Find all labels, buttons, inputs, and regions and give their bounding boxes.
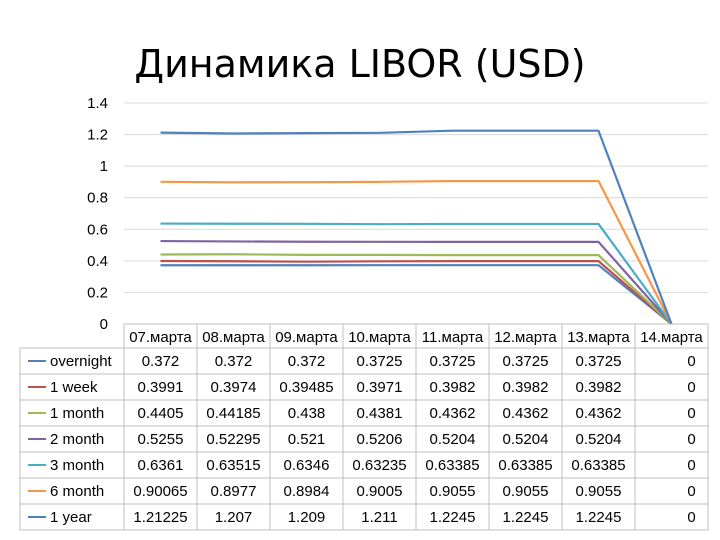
data-cell: 0.5206 [357, 431, 403, 448]
data-cell: 0 [687, 431, 695, 448]
y-tick-label: 0.8 [87, 190, 108, 207]
data-cell: 0.3725 [430, 353, 476, 370]
series-lines [160, 129, 673, 325]
series-line-2-month [160, 239, 673, 325]
data-cell: 0.438 [288, 405, 326, 422]
data-cell: 0.63235 [352, 457, 406, 474]
category-label: 09.марта [275, 329, 338, 346]
data-cell: 1.211 [361, 509, 397, 526]
data-cell: 0.4405 [138, 405, 184, 422]
y-tick-label: 1.4 [87, 95, 108, 112]
category-label: 07.марта [129, 329, 192, 346]
y-tick-label: 0.2 [87, 284, 108, 301]
data-cell: 0.372 [142, 353, 180, 370]
category-label: 14.марта [640, 329, 703, 346]
data-cell: 0.3991 [138, 379, 184, 396]
data-cell: 1.21225 [133, 509, 187, 526]
data-cell: 0.63385 [571, 457, 625, 474]
data-cell: 0.9055 [430, 483, 476, 500]
data-cell: 0.372 [288, 353, 326, 370]
data-cell: 0.8984 [284, 483, 330, 500]
data-cell: 0.5255 [138, 431, 184, 448]
data-cell: 1.2245 [576, 509, 622, 526]
data-cell: 0.4381 [357, 405, 403, 422]
data-table: 07.марта 08.марта 09.марта 10.марта 11.марта… [19, 323, 709, 531]
series-name-label: 2 month [50, 431, 104, 448]
data-cell: 1.2245 [503, 509, 549, 526]
series-line-3-month [160, 222, 673, 325]
series-name-label: 1 year [50, 509, 92, 526]
data-cell: 0 [687, 405, 695, 422]
data-cell: 0.6361 [138, 457, 184, 474]
data-cell: 0.372 [215, 353, 253, 370]
data-cell: 0.39485 [279, 379, 333, 396]
data-cell: 0.5204 [576, 431, 622, 448]
data-cell: 0.8977 [211, 483, 257, 500]
series-line-1-week [160, 259, 673, 325]
y-tick-label: 0.4 [87, 253, 108, 270]
data-cell: 0.6346 [284, 457, 330, 474]
y-tick-label: 1.2 [87, 127, 108, 144]
data-cell: 0.521 [288, 431, 326, 448]
data-cell: 0.63385 [498, 457, 552, 474]
data-cell: 1.209 [288, 509, 326, 526]
series-name-label: overnight [50, 353, 113, 370]
data-cell: 0 [687, 457, 695, 474]
data-cell: 0.63385 [425, 457, 479, 474]
y-axis-ticks: 0 0.2 0.4 0.6 0.8 1 1.2 1.4 [87, 95, 108, 333]
chart-title: Динамика LIBOR (USD) [134, 42, 586, 86]
data-cell: 0.3982 [503, 379, 549, 396]
data-cell: 1.207 [215, 509, 253, 526]
data-cell: 0.9055 [503, 483, 549, 500]
data-cell: 0.5204 [503, 431, 549, 448]
series-line-1-month [160, 253, 673, 325]
data-cell: 0.63515 [206, 457, 260, 474]
data-cell: 0.9055 [576, 483, 622, 500]
series-line-overnight [160, 264, 673, 325]
data-cell: 0 [687, 379, 695, 396]
data-cell: 0.3725 [576, 353, 622, 370]
data-cell: 0.52295 [206, 431, 260, 448]
data-cell: 0.3725 [503, 353, 549, 370]
data-cell: 0.9005 [357, 483, 403, 500]
y-tick-label: 0.6 [87, 221, 108, 238]
series-name-label: 1 month [50, 405, 104, 422]
series-name-label: 1 week [50, 379, 98, 396]
data-cell: 0.90065 [133, 483, 187, 500]
data-cell: 0.44185 [206, 405, 260, 422]
data-cell: 0.3982 [576, 379, 622, 396]
data-cell: 0.4362 [503, 405, 549, 422]
data-cell: 0 [687, 509, 695, 526]
series-name-label: 6 month [50, 483, 104, 500]
category-label: 13.марта [567, 329, 630, 346]
y-tick-label: 1 [100, 158, 108, 175]
data-cell: 0 [687, 483, 695, 500]
data-cell: 0.5204 [430, 431, 476, 448]
series-line-1-year [160, 129, 673, 325]
data-cell: 0.4362 [430, 405, 476, 422]
data-cell: 0.3971 [357, 379, 403, 396]
category-label: 10.марта [348, 329, 411, 346]
data-cell: 0.3982 [430, 379, 476, 396]
category-label: 11.марта [422, 329, 484, 346]
data-cell: 0.3725 [357, 353, 403, 370]
y-tick-label: 0 [100, 316, 108, 333]
series-line-6-month [160, 179, 673, 325]
data-cell: 0 [687, 353, 695, 370]
data-cell: 0.4362 [576, 405, 622, 422]
category-label: 08.марта [202, 329, 265, 346]
category-label: 12.марта [494, 329, 557, 346]
series-name-label: 3 month [50, 457, 104, 474]
data-cell: 0.3974 [211, 379, 257, 396]
data-cell: 1.2245 [430, 509, 476, 526]
